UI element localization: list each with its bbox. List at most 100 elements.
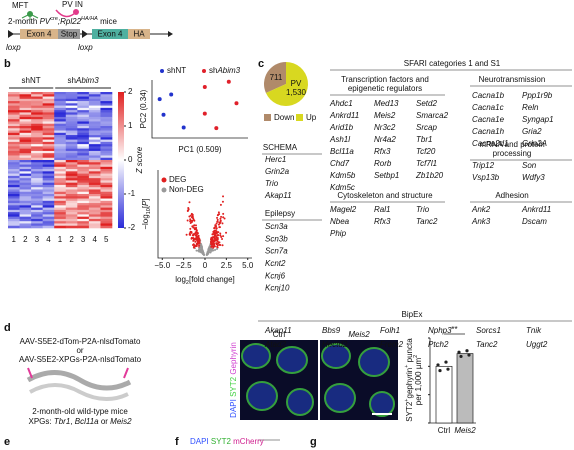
heatmap-cell: [8, 94, 20, 97]
heatmap-cell: [77, 164, 90, 168]
x-axis-title: log2[fold change]: [175, 275, 235, 286]
heatmap-cell: [54, 214, 67, 217]
heatmap-cell: [19, 139, 32, 143]
gene: Tcf20: [416, 147, 436, 156]
heatmap-cell: [19, 114, 32, 118]
heatmap-cell: [8, 160, 20, 163]
volcano-point: [201, 251, 204, 254]
data-point: [436, 363, 440, 367]
heatmap-cell: [54, 209, 67, 213]
heatmap-cell: [54, 137, 67, 140]
heatmap-cell: [65, 103, 78, 106]
heatmap-cell: [100, 175, 113, 179]
heatmap-cell: [65, 212, 78, 215]
heatmap-cell: [88, 164, 101, 168]
heatmap-cell: [54, 175, 67, 179]
volcano-point: [222, 235, 225, 238]
volcano-point: [191, 215, 194, 218]
group-title: Epilepsy: [265, 209, 295, 218]
group-title: SCHEMA: [263, 143, 298, 152]
heatmap-cell: [100, 103, 113, 106]
heatmap-cell: [8, 135, 20, 138]
text-part: Bcl11a: [75, 417, 99, 426]
heatmap-cell: [31, 110, 43, 113]
xpg-label: XPGs: Tbr1, Bcl11a or Meis2: [28, 417, 132, 426]
heatmap-cell: [42, 225, 55, 229]
volcano-point: [186, 210, 189, 213]
text-part: HA/HA: [81, 16, 98, 22]
volcano-point: [211, 233, 214, 236]
heatmap-cell: [100, 218, 113, 222]
heatmap-cell: [19, 171, 32, 174]
heatmap-cell: [100, 110, 113, 113]
gene: Cacna1c: [472, 103, 504, 112]
heatmap-cell: [19, 146, 32, 149]
heatmap-cell: [88, 225, 101, 229]
heatmap-cell: [88, 114, 101, 118]
heatmap-cell: [8, 101, 20, 104]
legend-marker: [161, 187, 167, 193]
volcano-point: [219, 220, 222, 223]
heatmap-cell: [54, 155, 67, 159]
heatmap-cell: [77, 218, 90, 222]
heatmap-cell: [8, 148, 20, 152]
heatmap-cell: [77, 110, 90, 113]
heatmap-cell: [42, 105, 55, 109]
heatmap-cell: [88, 191, 101, 195]
heatmap-cell: [65, 153, 78, 156]
heatmap-cell: [100, 214, 113, 217]
heatmap-cell: [31, 146, 43, 149]
heatmap-cell: [65, 205, 78, 208]
heatmap-cell: [54, 112, 67, 115]
volcano-point: [189, 233, 192, 236]
heatmap-cell: [88, 139, 101, 143]
heatmap-cell: [65, 121, 78, 125]
text-part: 2: [413, 355, 419, 358]
heatmap-cell: [77, 169, 90, 172]
pca-point: [169, 92, 174, 97]
heatmap-cell: [42, 123, 55, 127]
heatmap-cell: [54, 166, 67, 170]
heatmap-cell: [8, 146, 20, 149]
heatmap-cell: [42, 126, 55, 129]
volcano-point: [189, 220, 192, 223]
heatmap-cell: [8, 137, 20, 140]
heatmap-cell: [54, 180, 67, 183]
heatmap-cell: [19, 123, 32, 127]
heatmap-cell: [54, 139, 67, 143]
heatmap-cell: [19, 162, 32, 165]
heatmap-cell: [100, 126, 113, 129]
heatmap-cell: [65, 112, 78, 115]
gene: Ash1l: [329, 135, 350, 144]
pca-point: [202, 111, 207, 116]
heatmap-cell: [100, 112, 113, 115]
heatmap-cell: [8, 155, 20, 159]
heatmap-cell: [88, 200, 101, 204]
volcano-point: [196, 239, 199, 242]
heatmap-cell: [19, 148, 32, 152]
volcano-point: [215, 243, 218, 246]
heatmap-cell: [19, 187, 32, 190]
heatmap-cell: [19, 203, 32, 206]
heatmap-cell: [31, 103, 43, 106]
gene: Rorb: [374, 159, 392, 168]
heatmap-cell: [88, 123, 101, 127]
volcano-point: [218, 226, 221, 229]
heatmap-cell: [88, 132, 101, 136]
heatmap-cell: [42, 196, 55, 199]
volcano-point: [194, 240, 197, 243]
volcano-point: [187, 207, 190, 210]
heatmap-cell: [54, 107, 67, 111]
virus-label: or: [76, 346, 83, 355]
volcano-point: [216, 234, 219, 237]
heatmap-cell: [42, 98, 55, 102]
heatmap-cell: [77, 205, 90, 208]
legend-label: DEG: [169, 175, 186, 184]
heatmap-cell: [77, 207, 90, 211]
heatmap-cell: [8, 171, 20, 174]
data-point: [438, 368, 442, 373]
heatmap-cell: [54, 160, 67, 163]
heatmap-cell: [100, 173, 113, 177]
heatmap-cell: [8, 121, 20, 125]
heatmap-cell: [77, 198, 90, 202]
